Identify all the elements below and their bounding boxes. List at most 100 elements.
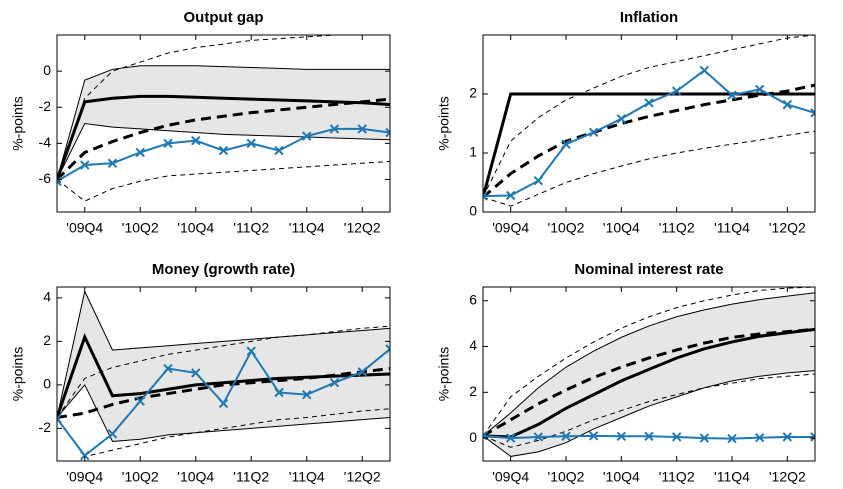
series-line: [57, 94, 390, 180]
x-marker: [218, 398, 229, 409]
x-tick-label: '11Q2: [233, 469, 269, 485]
x-marker: [727, 433, 737, 444]
x-marker: [107, 158, 118, 168]
x-tick-label: '11Q4: [289, 469, 325, 485]
plot-area: [57, 35, 390, 202]
y-tick-label: 2: [43, 332, 51, 348]
x-marker: [302, 131, 312, 141]
x-marker: [810, 432, 815, 442]
y-tick-label: 6: [469, 291, 477, 307]
y-axis-label: %-points: [10, 96, 26, 150]
x-tick-label: '10Q2: [122, 220, 159, 236]
x-tick-label: '09Q4: [66, 469, 103, 485]
y-tick-label: -2: [39, 98, 52, 114]
series-line: [483, 83, 815, 199]
chart-title: Money (growth rate): [152, 261, 295, 278]
x-marker: [218, 145, 229, 156]
x-marker: [644, 98, 654, 108]
x-tick-label: '12Q2: [344, 220, 381, 236]
band-lower-edge: [57, 383, 390, 442]
x-tick-label: '10Q4: [177, 220, 214, 236]
x-marker: [561, 431, 571, 441]
x-marker: [644, 431, 654, 441]
x-marker: [754, 84, 765, 94]
x-marker: [329, 124, 340, 134]
band-area: [483, 292, 815, 457]
x-marker: [533, 432, 544, 442]
x-marker: [533, 176, 544, 186]
panel: 0 2 4 6 '09Q4 '10Q2 '10Q4 '11Q2 '11Q4 '12Q2 Nomina…: [436, 261, 816, 485]
x-marker: [505, 433, 516, 443]
y-tick-label: 2: [469, 85, 477, 101]
axes-box: [56, 34, 391, 213]
x-marker: [561, 139, 571, 149]
x-marker: [107, 429, 118, 439]
x-marker: [385, 127, 390, 138]
x-tick-label: '11Q4: [289, 220, 325, 236]
series-line: [483, 92, 815, 198]
y-axis-label: %-points: [436, 96, 452, 150]
x-tick-label: '12Q2: [769, 469, 806, 485]
y-tick-label: 0: [43, 62, 51, 78]
y-tick-label: -2: [39, 419, 52, 435]
x-marker: [782, 99, 793, 110]
x-marker: [80, 450, 90, 461]
x-marker: [163, 363, 173, 374]
x-marker: [699, 433, 710, 443]
x-marker: [616, 431, 627, 441]
x-marker: [505, 190, 516, 201]
x-marker: [616, 114, 627, 124]
x-tick-label: '12Q2: [344, 469, 381, 485]
plot-area: [57, 289, 390, 461]
x-marker: [385, 344, 390, 354]
axes-box: [56, 286, 391, 462]
x-marker: [163, 138, 173, 149]
band-area: [57, 291, 390, 442]
chart-title: Inflation: [620, 9, 678, 26]
series-line: [57, 160, 390, 202]
x-marker: [483, 191, 488, 201]
x-marker: [699, 65, 710, 76]
x-tick-label: '10Q2: [548, 220, 585, 236]
y-tick-label: 4: [469, 337, 477, 353]
chart-title: Output gap: [184, 9, 264, 26]
x-tick-label: '11Q2: [659, 469, 695, 485]
x-marker: [329, 377, 340, 388]
series-line: [483, 327, 815, 439]
series-line: [57, 325, 390, 418]
x-marker: [191, 135, 201, 146]
panel: 0 1 2 '09Q4 '10Q2 '10Q4 '11Q2 '11Q4 '12Q2 Inflati…: [436, 9, 816, 236]
series-line: [57, 408, 390, 458]
series-line: [483, 69, 815, 198]
x-tick-label: '10Q4: [603, 469, 640, 485]
x-marker: [246, 138, 256, 149]
x-marker: [588, 127, 599, 138]
y-tick-label: 2: [469, 383, 477, 399]
x-tick-label: '11Q4: [714, 220, 750, 236]
plot-area: [483, 287, 815, 457]
x-tick-label: '11Q4: [714, 469, 750, 485]
y-tick-label: -6: [39, 170, 52, 186]
y-tick-label: 0: [43, 376, 51, 392]
x-tick-label: '12Q2: [769, 220, 806, 236]
x-marker: [135, 147, 145, 158]
chart-title: Nominal interest rate: [574, 261, 723, 278]
band-area: [57, 65, 390, 180]
axes-box: [482, 34, 816, 213]
plot-area: [483, 35, 815, 207]
y-tick-label: 0: [469, 429, 477, 445]
axes-box: [482, 286, 816, 462]
y-tick-label: 1: [469, 144, 477, 160]
x-tick-label: '11Q2: [233, 220, 269, 236]
band-lower-edge: [57, 122, 390, 180]
x-marker: [57, 413, 62, 424]
x-marker: [588, 431, 599, 441]
y-axis-label: %-points: [436, 347, 452, 401]
series-line: [483, 35, 815, 198]
panel: -6 -4 -2 0 '09Q4 '10Q2 '10Q4 '11Q2 '11Q4 '12Q2 Out…: [10, 9, 391, 236]
panel: -2 0 2 4 '09Q4 '10Q2 '10Q4 '11Q2 '11Q4 '12Q2 Money…: [10, 261, 391, 485]
x-marker: [782, 432, 793, 442]
x-marker: [810, 108, 815, 118]
x-tick-label: '09Q4: [66, 220, 103, 236]
